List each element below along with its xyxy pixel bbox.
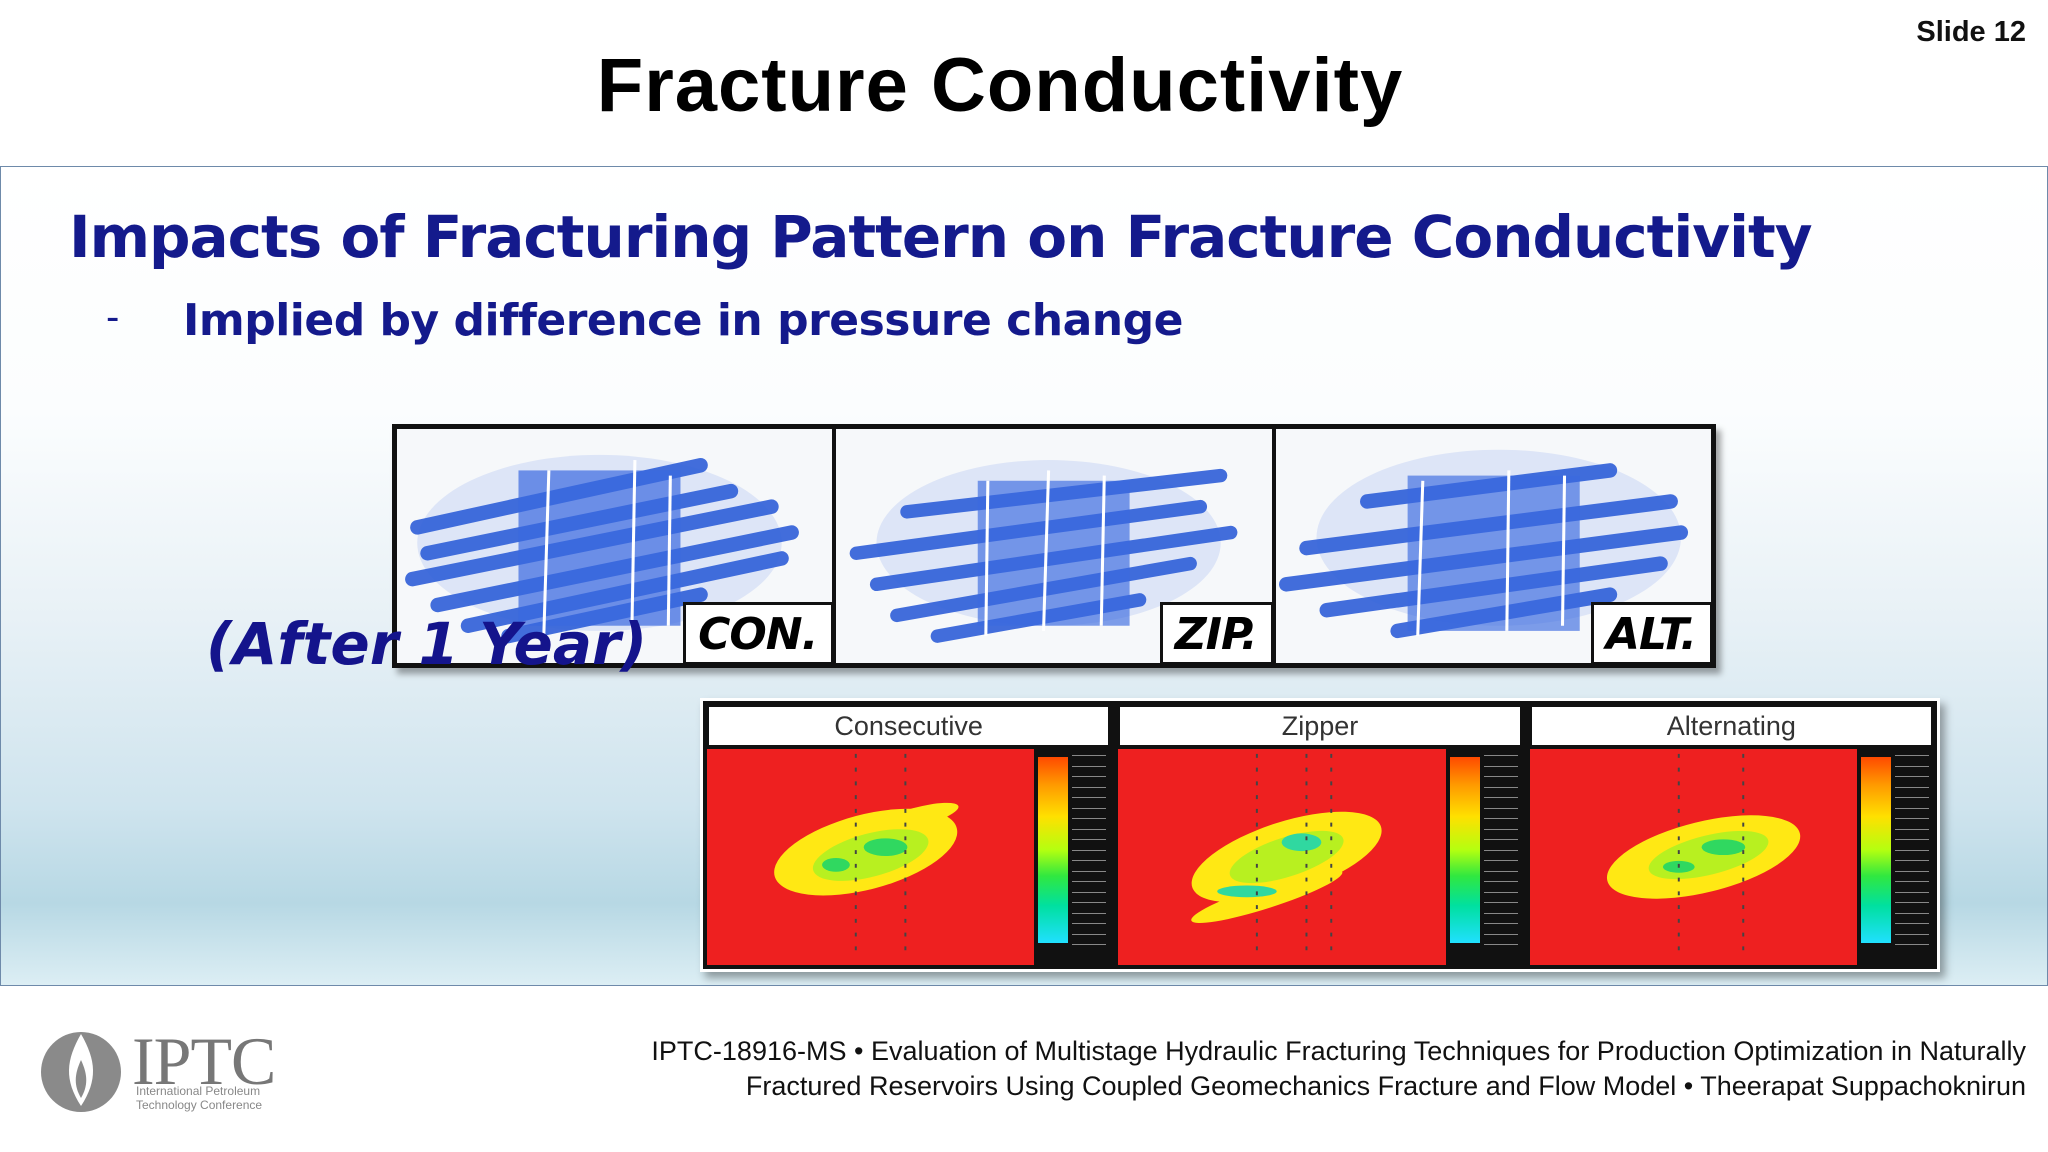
iptc-logo: IPTC International Petroleum Technology … — [36, 1020, 316, 1120]
fracture-network-image — [405, 454, 799, 644]
fracture-network-image — [1278, 449, 1688, 639]
pressure-title-consecutive: Consecutive — [709, 707, 1109, 745]
pressure-panel-alternating: Alternating — [1529, 705, 1933, 965]
fracture-label-zip: ZIP. — [1159, 602, 1272, 663]
section-heading: Impacts of Fracturing Pattern on Fractur… — [69, 203, 1812, 271]
bullet-dash: - — [106, 295, 120, 339]
slide-title: Fracture Conductivity — [596, 43, 1404, 128]
pressure-map-image — [1191, 753, 1382, 961]
colorbar — [1445, 749, 1522, 965]
fracture-pattern-strip: CON. ZIP. — [392, 424, 1716, 668]
fracture-panel-alt: ALT. — [1275, 429, 1711, 663]
pressure-title-alternating: Alternating — [1531, 707, 1931, 745]
slide-number: Slide 12 — [1916, 16, 2026, 48]
pressure-map-image — [1606, 753, 1800, 961]
footer-line-2: Fractured Reservoirs Using Coupled Geome… — [745, 1071, 2026, 1101]
fracture-panel-con: CON. — [397, 429, 837, 663]
footer-citation: IPTC-18916-MS • Evaluation of Multistage… — [651, 1034, 2026, 1104]
logo-wordmark: IPTC — [132, 1023, 276, 1099]
fracture-panel-zip: ZIP. — [836, 429, 1276, 663]
logo-subtitle: International Petroleum Technology Confe… — [136, 1084, 306, 1112]
pressure-panel-zipper: Zipper — [1118, 705, 1522, 965]
flame-drop-icon — [41, 1032, 121, 1112]
fracture-network-image — [849, 460, 1238, 643]
after-one-year-label: (After 1 Year) — [206, 610, 648, 678]
bullet-text: Implied by difference in pressure change — [183, 295, 1183, 346]
pressure-map-image — [774, 753, 959, 961]
pressure-title-zipper: Zipper — [1120, 707, 1520, 745]
pressure-map-strip: Consecutive Zipper — [700, 698, 1940, 972]
fracture-label-con: CON. — [683, 602, 833, 663]
pressure-panel-consecutive: Consecutive — [707, 705, 1111, 965]
colorbar — [1856, 749, 1933, 965]
footer-line-1: IPTC-18916-MS • Evaluation of Multistage… — [651, 1036, 2026, 1066]
colorbar — [1034, 749, 1111, 965]
logo-subtitle-line1: International Petroleum — [136, 1084, 261, 1098]
fracture-label-alt: ALT. — [1590, 602, 1711, 663]
logo-subtitle-line2: Technology Conference — [136, 1098, 263, 1112]
